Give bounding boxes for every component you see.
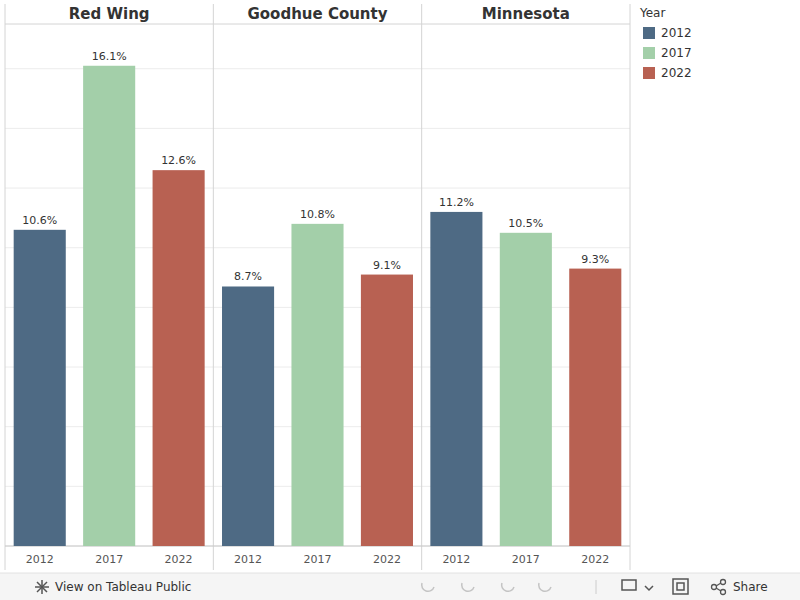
panel-divider [5, 4, 6, 570]
bar [500, 233, 552, 546]
range-top [5, 24, 630, 25]
data-label: 12.6% [161, 154, 196, 167]
share-icon[interactable] [712, 580, 726, 595]
panel-header: Minnesota [482, 5, 570, 23]
legend-label: 2017 [661, 46, 692, 60]
legend-title: Year [639, 6, 665, 20]
x-tick-label: 2017 [95, 553, 123, 566]
share-button[interactable]: Share [733, 580, 768, 594]
legend-swatch [643, 67, 655, 79]
panel-header: Red Wing [69, 5, 150, 23]
x-tick-label: 2012 [442, 553, 470, 566]
tableau-icon [35, 580, 49, 594]
download-icon[interactable] [622, 580, 653, 590]
x-tick-label: 2022 [165, 553, 193, 566]
bar [83, 66, 135, 546]
data-label: 10.5% [508, 217, 543, 230]
panel-divider [630, 4, 631, 570]
legend: Year 2012 2017 2022 [639, 6, 692, 80]
data-label: 16.1% [92, 50, 127, 63]
x-tick-label: 2022 [373, 553, 401, 566]
toolbar: View on Tableau Public Share [0, 573, 800, 600]
tableau-link[interactable]: View on Tableau Public [55, 580, 191, 594]
legend-label: 2012 [661, 26, 692, 40]
panel-divider [421, 4, 422, 570]
legend-label: 2022 [661, 66, 692, 80]
labels: 10.6% 2012 8.7% 2012 11.2% 2012 16.1% 2017 10.8%… [22, 50, 609, 566]
chart: Red Wing Goodhue County Minnesota 10.6% 2012… [0, 0, 800, 600]
toolbar-button[interactable] [539, 583, 551, 591]
toolbar-button[interactable] [422, 583, 434, 591]
data-label: 10.6% [22, 214, 57, 227]
toolbar-icons [422, 583, 551, 591]
data-label: 11.2% [439, 196, 474, 209]
bar [569, 269, 621, 546]
x-tick-label: 2012 [234, 553, 262, 566]
x-tick-label: 2017 [512, 553, 540, 566]
bar [361, 275, 413, 546]
toolbar-button[interactable] [462, 583, 474, 591]
bar [222, 286, 274, 546]
x-tick-label: 2022 [581, 553, 609, 566]
toolbar-button[interactable] [502, 583, 514, 591]
panel-divider [213, 4, 214, 570]
x-tick-label: 2017 [304, 553, 332, 566]
bar [14, 230, 66, 546]
bars [14, 66, 622, 546]
bar [291, 224, 343, 546]
toolbar-bg [0, 573, 800, 600]
legend-swatch [643, 27, 655, 39]
toolbar-border [0, 573, 800, 574]
legend-swatch [643, 47, 655, 59]
dropdown[interactable] [645, 586, 653, 590]
x-tick-label: 2012 [26, 553, 54, 566]
panel-header: Goodhue County [247, 5, 387, 23]
data-label: 8.7% [234, 270, 262, 283]
toolbar-sep [596, 580, 597, 594]
bar [430, 212, 482, 546]
data-label: 9.1% [373, 259, 401, 272]
data-label: 9.3% [581, 253, 609, 266]
data-label: 10.8% [300, 208, 335, 221]
bar [153, 170, 205, 546]
fullscreen-icon[interactable] [673, 579, 688, 594]
